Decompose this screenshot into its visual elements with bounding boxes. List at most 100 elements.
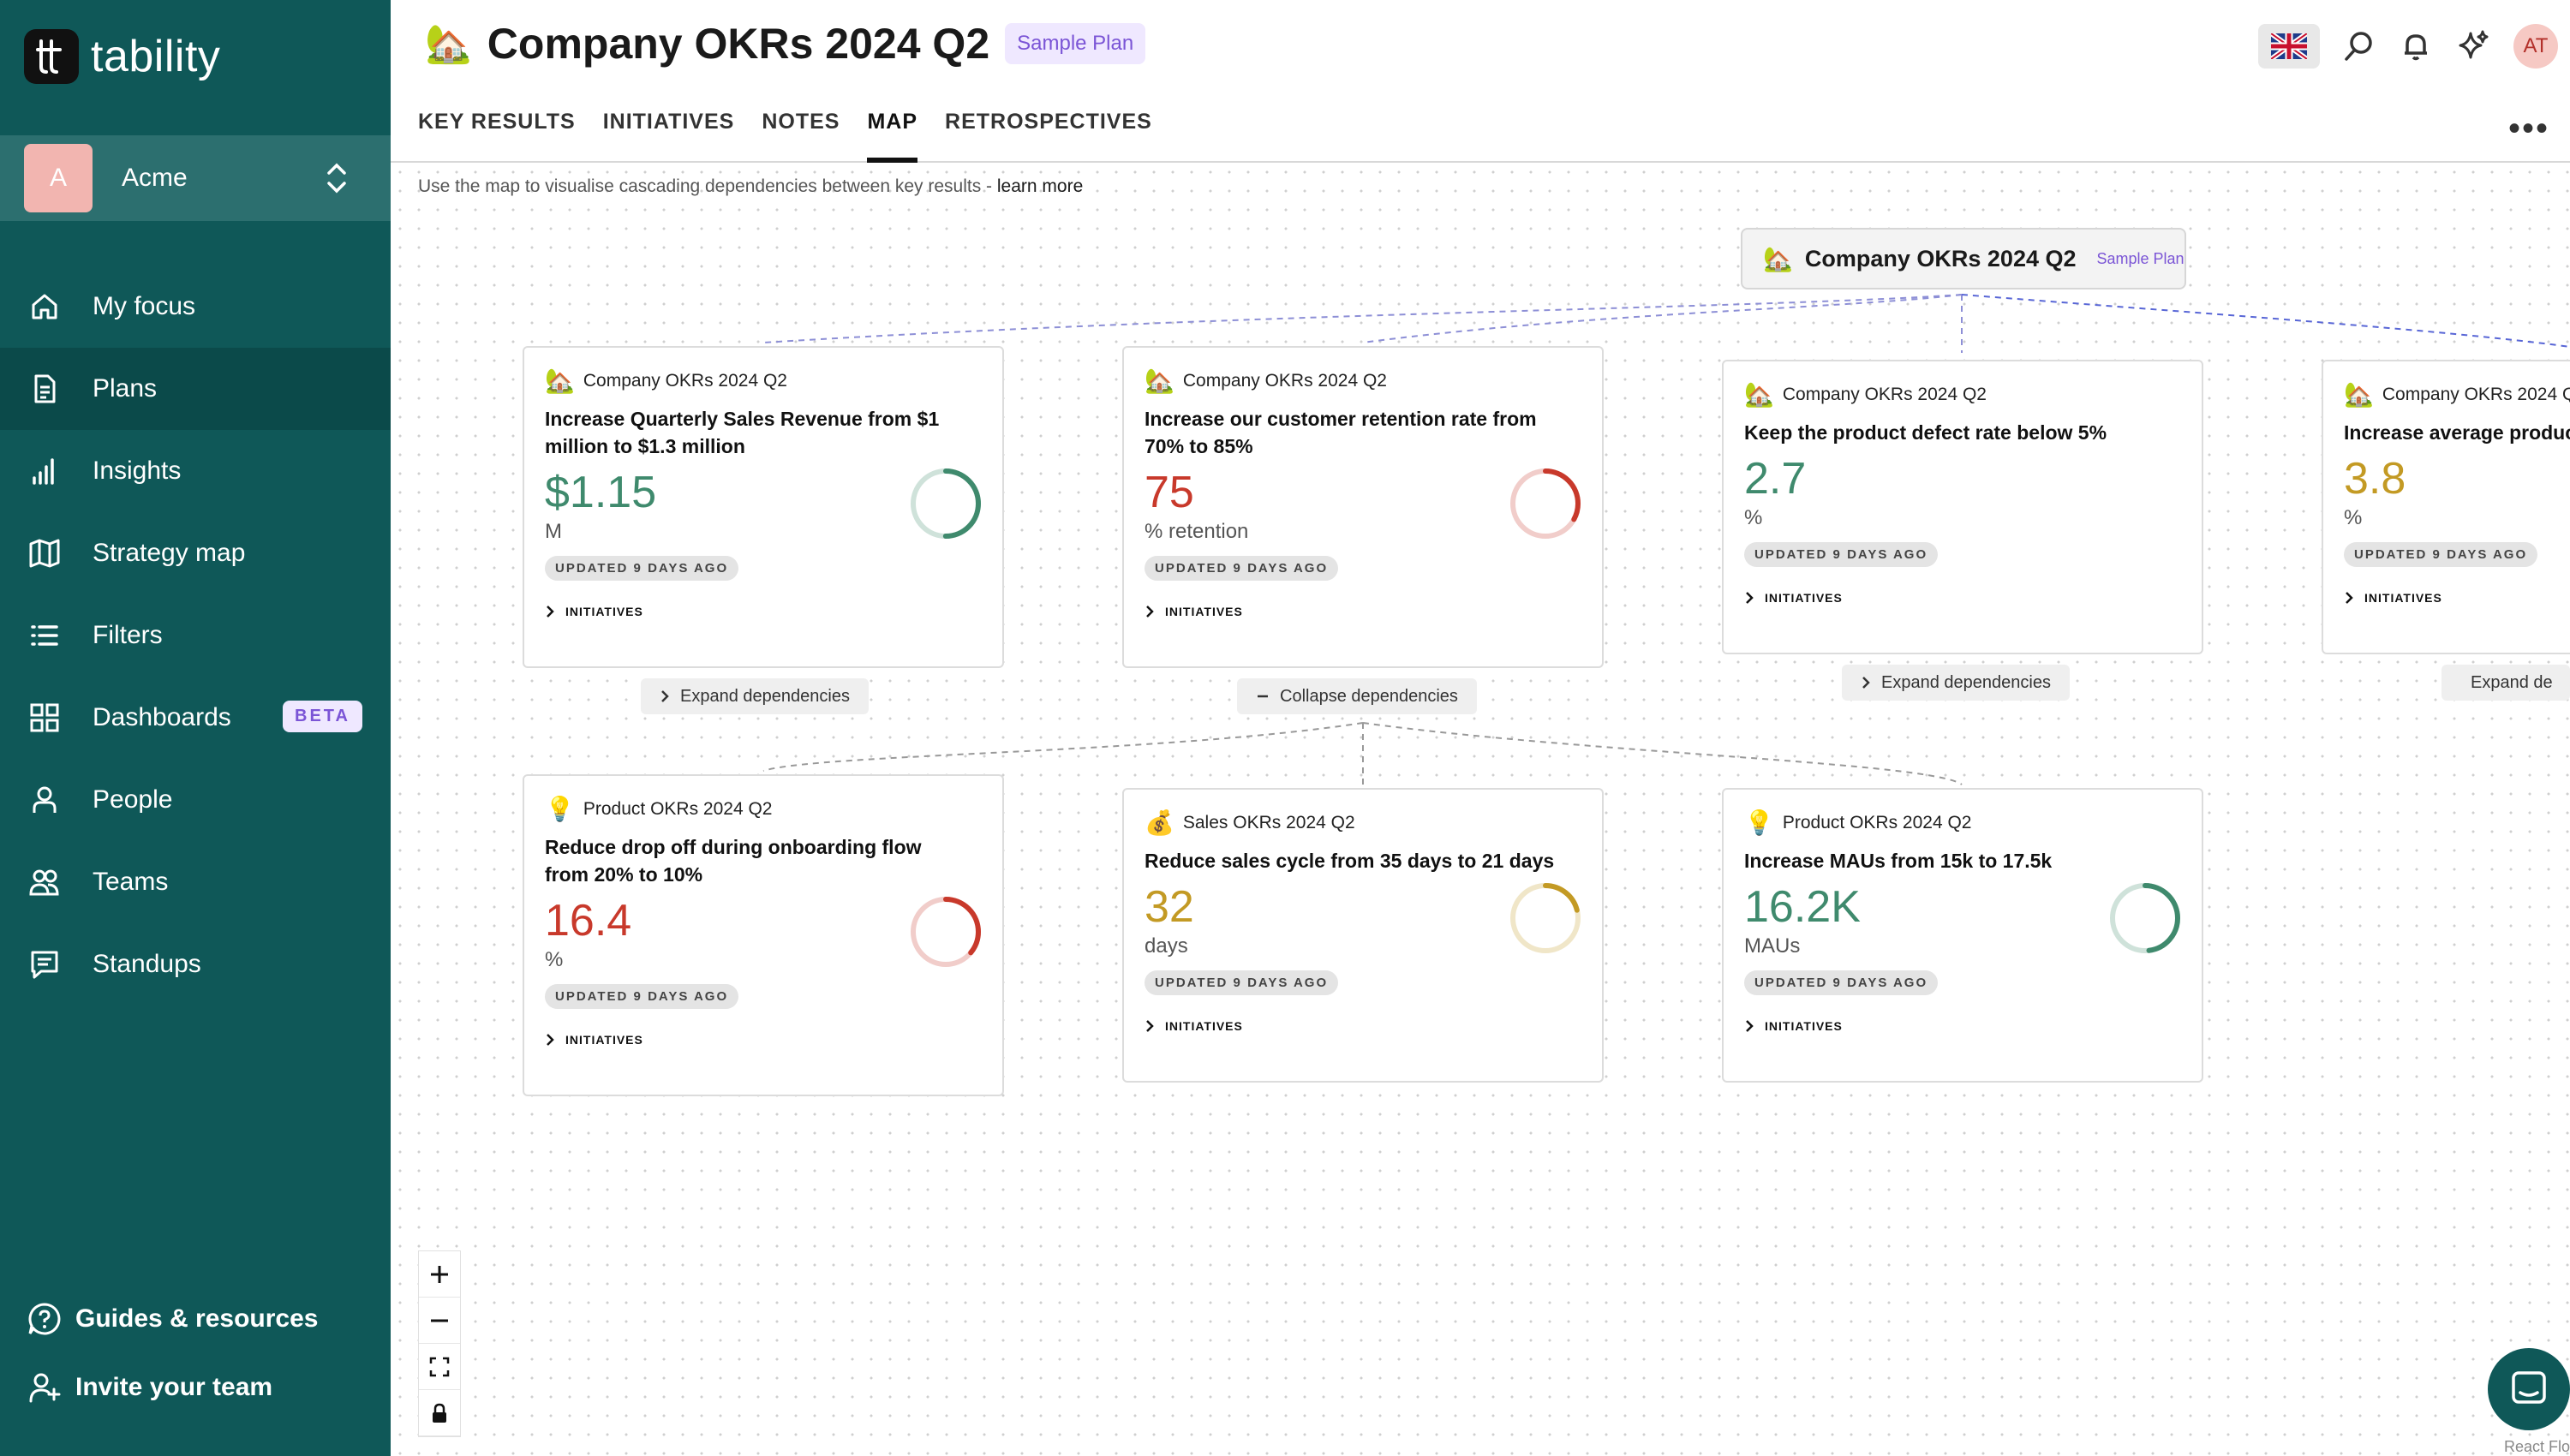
language-button[interactable] [2258,24,2320,69]
map-icon [27,536,62,570]
sidebar-item-strategy-map[interactable]: Strategy map [0,512,391,594]
expand-label: Expand de [2471,672,2553,692]
card-unit: M [545,520,562,543]
sidebar-item-standups[interactable]: Standups [0,923,391,1005]
add-user-icon [27,1370,62,1405]
initiatives-label: INITIATIVES [1765,591,1843,605]
sidebar: tability A Acme My focus Plans Insights … [0,0,391,1456]
invite-label: Invite your team [75,1373,273,1401]
initiatives-toggle[interactable]: INITIATIVES [1744,591,2181,605]
list-icon [27,618,62,653]
initiatives-toggle[interactable]: INITIATIVES [1145,1019,1581,1033]
card-value: 32 [1145,882,1194,932]
root-title: Company OKRs 2024 Q2 [1804,245,2077,272]
workspace-name: Acme [122,164,188,192]
sample-plan-badge: Sample Plan [1005,23,1146,64]
chevron-right-icon [1146,606,1154,618]
sparkles-icon[interactable] [2455,28,2491,64]
zoom-out-button[interactable] [419,1298,460,1344]
sidebar-nav: My focus Plans Insights Strategy map Fil… [0,266,391,1005]
card-title: Reduce sales cycle from 35 days to 21 da… [1145,850,1555,872]
plan-name: Company OKRs 2024 Q2 [1182,370,1387,391]
search-icon[interactable] [2342,29,2376,63]
dependency-edges [762,294,2570,785]
sidebar-item-label: Insights [93,456,182,485]
initiatives-toggle[interactable]: INITIATIVES [545,1033,982,1047]
card-value: 16.2K [1744,882,1861,932]
tab-map[interactable]: MAP [867,110,917,163]
card-title: Keep the product defect rate below 5% [1744,421,2107,444]
react-flow-attribution[interactable]: React Flo [2503,1438,2570,1455]
card-value: 3.8 [2344,454,2406,504]
home-icon [27,289,62,324]
sidebar-item-teams[interactable]: Teams [0,841,391,923]
plan-name: Company OKRs 2024 Q2 [2382,384,2570,404]
chevron-right-icon [547,606,554,618]
uk-flag-icon [2271,33,2307,59]
chat-icon [27,947,62,982]
card-unit: % [1744,506,1763,529]
page-title[interactable]: Company OKRs 2024 Q2 [487,20,990,68]
tab-key-results[interactable]: KEY RESULTS [418,110,576,134]
chevron-right-icon [661,690,669,702]
card-plan: 🏡 Company OKRs 2024 Q2 [1744,380,2181,409]
updated-badge: UPDATED 9 DAYS AGO [2344,542,2538,567]
key-result-card[interactable]: 💡 Product OKRs 2024 Q2 Increase MAUs from… [1722,788,2203,1083]
card-title: Increase our customer retention rate fro… [1145,408,1537,457]
progress-ring-fill [1510,468,1581,539]
card-title: Reduce drop off during onboarding flow f… [545,836,922,886]
progress-ring-fill [911,468,981,539]
learn-more-link[interactable]: learn more [996,176,1084,196]
initiatives-toggle[interactable]: INITIATIVES [1145,605,1581,618]
root-plan-node[interactable]: 🏡 Company OKRs 2024 Q2 Sample Plan [1741,228,2186,289]
invite-team-link[interactable]: Invite your team [27,1353,318,1422]
chat-support-button[interactable] [2488,1348,2570,1430]
initiatives-toggle[interactable]: INITIATIVES [2344,591,2570,605]
initiatives-toggle[interactable]: INITIATIVES [1744,1019,2181,1033]
sidebar-item-dashboards[interactable]: Dashboards BETA [0,677,391,759]
key-result-card[interactable]: 🏡 Company OKRs 2024 Q2 Increase average p… [2322,360,2570,654]
sidebar-item-plans[interactable]: Plans [0,348,391,430]
tab-notes[interactable]: NOTES [762,110,840,134]
sidebar-item-my-focus[interactable]: My focus [0,266,391,348]
card-unit: % [2344,506,2363,529]
card-unit: days [1145,934,1188,958]
expand-dependencies-button[interactable]: Expand de [2442,665,2570,701]
key-result-card[interactable]: 🏡 Company OKRs 2024 Q2 Keep the product d… [1722,360,2203,654]
initiatives-toggle[interactable]: INITIATIVES [545,605,982,618]
more-options-button[interactable]: ••• [2507,110,2549,147]
progress-ring [1510,468,1581,539]
sidebar-item-filters[interactable]: Filters [0,594,391,677]
progress-ring [2110,883,2180,953]
lock-button[interactable] [419,1390,460,1436]
tab-retrospectives[interactable]: RETROSPECTIVES [945,110,1152,134]
plan-name: Product OKRs 2024 Q2 [1782,812,1972,832]
expand-dependencies-button[interactable]: Expand dependencies [641,678,869,714]
expand-dependencies-button[interactable]: Expand dependencies [1842,665,2070,701]
zoom-in-button[interactable] [419,1251,460,1298]
key-result-card[interactable]: 🏡 Company OKRs 2024 Q2 Increase our custo… [1122,346,1604,668]
tab-initiatives[interactable]: INITIATIVES [602,110,735,134]
key-result-card[interactable]: 🏡 Company OKRs 2024 Q2 Increase Quarterly… [523,346,1004,668]
fit-view-button[interactable] [419,1344,460,1390]
card-plan: 💡 Product OKRs 2024 Q2 [545,795,982,823]
map-canvas[interactable]: Use the map to visualise cascading depen… [391,163,2570,1456]
plan-emoji: 🏡 [425,23,472,65]
key-result-card[interactable]: 💰 Sales OKRs 2024 Q2 Reduce sales cycle f… [1122,788,1604,1083]
guides-resources-link[interactable]: Guides & resources [27,1285,318,1353]
key-result-card[interactable]: 💡 Product OKRs 2024 Q2 Reduce drop off du… [523,774,1004,1096]
brand[interactable]: tability [24,29,220,84]
user-avatar[interactable]: AT [2513,24,2558,69]
workspace-switcher[interactable]: A Acme [0,135,391,221]
minus-icon [431,1319,448,1322]
bell-icon[interactable] [2399,29,2433,63]
root-emoji: 🏡 [1763,245,1793,272]
updated-badge: UPDATED 9 DAYS AGO [545,984,739,1009]
collapse-dependencies-button[interactable]: Collapse dependencies [1237,678,1477,714]
sidebar-item-label: Plans [93,374,158,403]
sidebar-item-insights[interactable]: Insights [0,430,391,512]
sidebar-item-people[interactable]: People [0,759,391,841]
progress-ring-fill [2110,883,2180,953]
progress-ring [911,468,981,539]
tabs: KEY RESULTS INITIATIVES NOTES MAP RETROS… [418,110,1152,163]
